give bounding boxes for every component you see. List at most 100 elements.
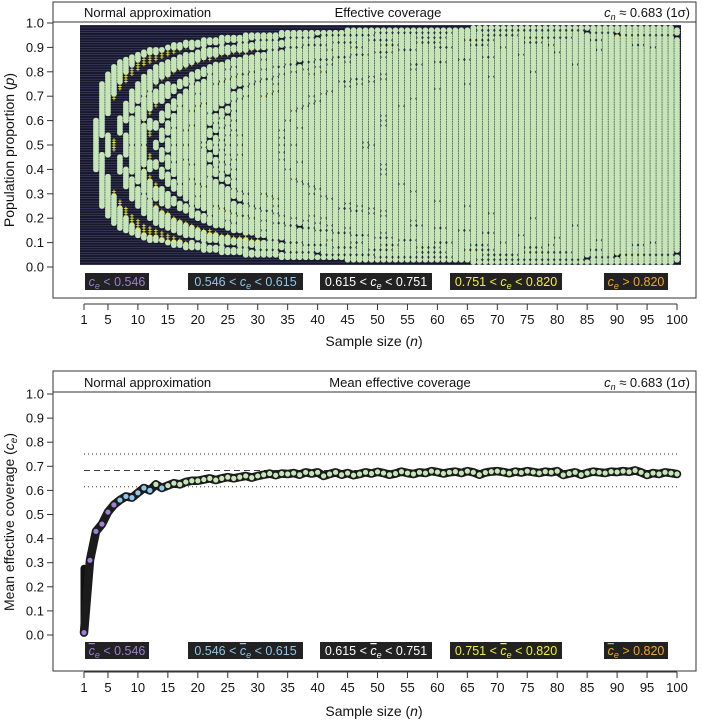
- heatmap-cell: [188, 225, 195, 231]
- heatmap-cell: [278, 39, 285, 46]
- heatmap-cell: [164, 171, 171, 178]
- heatmap-cell: [182, 76, 189, 83]
- heatmap-cell: [154, 228, 158, 233]
- heatmap-cell: [188, 71, 195, 78]
- heatmap-cell: [146, 68, 153, 75]
- heatmap-cell: [135, 186, 141, 192]
- heatmap-cell: [188, 239, 195, 246]
- heatmap-cell: [182, 203, 189, 209]
- heatmap-cell: [452, 27, 459, 34]
- heatmap-cell: [170, 178, 177, 185]
- heatmap-cell: [434, 27, 441, 34]
- heatmap-cell: [260, 239, 267, 246]
- heatmap-cell: [344, 27, 351, 34]
- heatmap-cell: [158, 210, 165, 217]
- heatmap-cell: [416, 27, 423, 34]
- heatmap-cell: [224, 105, 231, 112]
- heatmap-cell: [254, 51, 261, 58]
- heatmap-cell: [164, 44, 171, 51]
- heatmap-cell: [218, 161, 225, 168]
- heatmap-cell: [224, 59, 231, 65]
- heatmap-cell: [141, 95, 147, 102]
- heatmap-cell: [206, 46, 213, 53]
- heatmap-cell: [206, 37, 213, 43]
- heatmap-cell: [422, 27, 429, 34]
- heatmap-cell: [224, 247, 231, 253]
- heatmap-cell: [320, 29, 327, 36]
- heatmap-cell: [164, 137, 171, 144]
- heatmap-cell: [314, 37, 321, 43]
- heatmap-cell: [182, 129, 189, 136]
- heatmap-cell: [117, 154, 123, 161]
- heatmap-cell: [158, 166, 165, 173]
- heatmap-cell: [290, 29, 297, 36]
- heatmap-cell: [188, 125, 195, 131]
- heatmap-cell: [206, 176, 213, 183]
- heatmap-cell: [212, 178, 219, 185]
- heatmap-cell: [200, 142, 207, 148]
- heatmap-cell: [182, 222, 189, 229]
- heatmap-cell: [123, 100, 129, 107]
- heatmap-cell: [118, 199, 122, 203]
- heatmap-cell: [212, 122, 219, 129]
- heatmap-cell: [206, 164, 213, 170]
- heatmap-cell: [404, 27, 411, 34]
- heatmap-cell: [160, 209, 164, 213]
- heatmap-cell: [176, 54, 183, 61]
- heatmap-cell: [135, 81, 141, 87]
- heatmap-cell: [170, 56, 177, 63]
- heatmap-cell: [224, 176, 231, 183]
- heatmap-cell: [206, 244, 213, 251]
- heatmap-cell: [158, 83, 165, 90]
- heatmap-cell: [170, 42, 177, 48]
- heatmap-cell: [200, 46, 207, 53]
- heatmap-cell: [135, 51, 141, 58]
- heatmap-cell: [200, 186, 207, 192]
- heatmap-cell: [458, 27, 465, 34]
- heatmap-cell: [129, 115, 135, 122]
- heatmap-cell: [178, 218, 182, 223]
- heatmap-cell: [200, 229, 207, 236]
- heatmap-cell: [164, 103, 171, 109]
- heatmap-cell: [202, 228, 206, 233]
- heatmap-cell: [350, 27, 357, 34]
- heatmap-cell: [129, 176, 135, 183]
- heatmap-cell: [182, 51, 189, 58]
- heatmap-cell: [176, 42, 183, 48]
- heatmap-cell: [206, 127, 213, 134]
- panel-heatmap: Normal approximation Effective coverage …: [1, 1, 697, 349]
- heatmap-cell: [123, 166, 129, 173]
- heatmap-cell: [148, 131, 152, 135]
- heatmap-cell: [93, 117, 99, 124]
- heatmap-cell: [206, 151, 213, 158]
- heatmap-cell: [212, 112, 219, 119]
- heatmap-cell: [176, 220, 183, 226]
- heatmap-cell: [338, 29, 345, 36]
- heatmap-cell: [164, 212, 171, 219]
- heatmap-cell: [224, 44, 231, 51]
- heatmap-cell: [314, 254, 321, 261]
- heatmap-cell: [152, 139, 159, 146]
- heatmap-cell: [224, 186, 231, 192]
- heatmap-cell: [206, 215, 213, 222]
- heatmap-cell: [278, 242, 285, 248]
- heatmap-cell: [182, 144, 189, 151]
- heatmap-cell: [117, 205, 123, 212]
- heatmap-cell: [129, 144, 135, 151]
- heatmap-cell: [218, 34, 225, 41]
- heatmap-cell: [141, 144, 147, 151]
- heatmap-cell: [218, 244, 225, 251]
- heatmap-cell: [135, 105, 141, 112]
- heatmap-cell: [200, 37, 207, 43]
- heatmap-cell: [200, 146, 207, 153]
- heatmap-cell: [212, 134, 219, 141]
- heatmap-cell: [152, 88, 159, 95]
- heatmap-cell: [105, 132, 111, 139]
- heatmap-cell: [188, 205, 195, 212]
- heatmap-cell: [188, 164, 195, 170]
- heatmap-cell: [129, 88, 135, 95]
- heatmap-cell: [178, 238, 182, 242]
- heatmap-cell: [212, 232, 219, 239]
- panel1-nominal-label: cn ≈ 0.683 (1σ): [604, 5, 690, 22]
- heatmap-cell: [176, 105, 183, 112]
